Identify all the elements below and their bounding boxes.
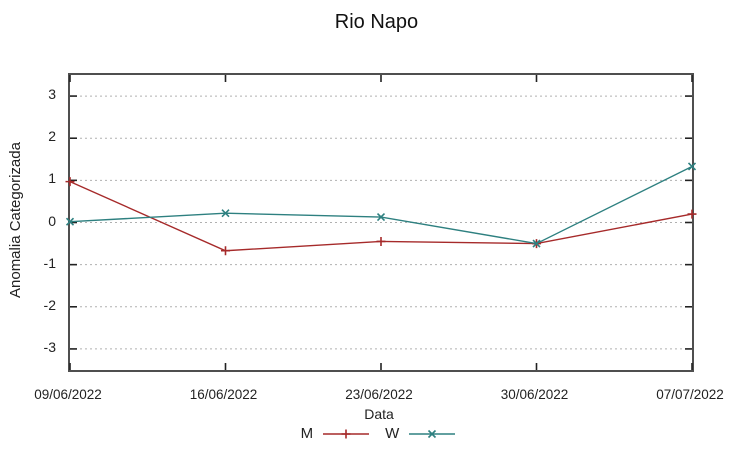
chart-canvas	[65, 75, 697, 370]
legend-label: M	[300, 425, 314, 442]
x-tick-label: 16/06/2022	[189, 387, 258, 402]
legend-sample-m	[323, 429, 370, 438]
data-point-marker	[221, 209, 230, 218]
legend-label: W	[385, 425, 400, 442]
data-point-marker	[376, 212, 386, 222]
legend-item-m: M	[301, 425, 372, 442]
legend-sample-w	[409, 429, 456, 438]
x-tick-label: 30/06/2022	[500, 387, 569, 402]
y-tick-label: 1	[48, 170, 56, 187]
chart-title: Rio Napo	[334, 11, 419, 33]
x-axis-title: Data	[364, 406, 394, 422]
data-point-marker	[341, 429, 351, 438]
legend-item-w: W	[385, 425, 457, 442]
x-tick-label: 09/06/2022	[34, 387, 102, 402]
x-tick-label: 23/06/2022	[345, 387, 413, 402]
data-point-marker	[65, 217, 75, 226]
y-tick-label: 0	[48, 212, 56, 229]
data-point-marker	[687, 209, 697, 219]
data-point-marker	[221, 246, 230, 256]
y-tick-label: -1	[43, 254, 56, 271]
y-tick-label: -3	[43, 338, 56, 355]
data-point-marker	[428, 429, 437, 438]
plot-area	[65, 73, 697, 372]
data-point-marker	[65, 177, 75, 187]
data-point-marker	[687, 162, 697, 171]
y-tick-label: 2	[48, 128, 56, 145]
data-point-marker	[376, 236, 386, 246]
y-tick-label: 3	[48, 86, 56, 103]
x-tick-label: 07/07/2022	[656, 387, 724, 402]
data-point-marker	[532, 239, 541, 248]
y-tick-label: -2	[43, 296, 56, 313]
